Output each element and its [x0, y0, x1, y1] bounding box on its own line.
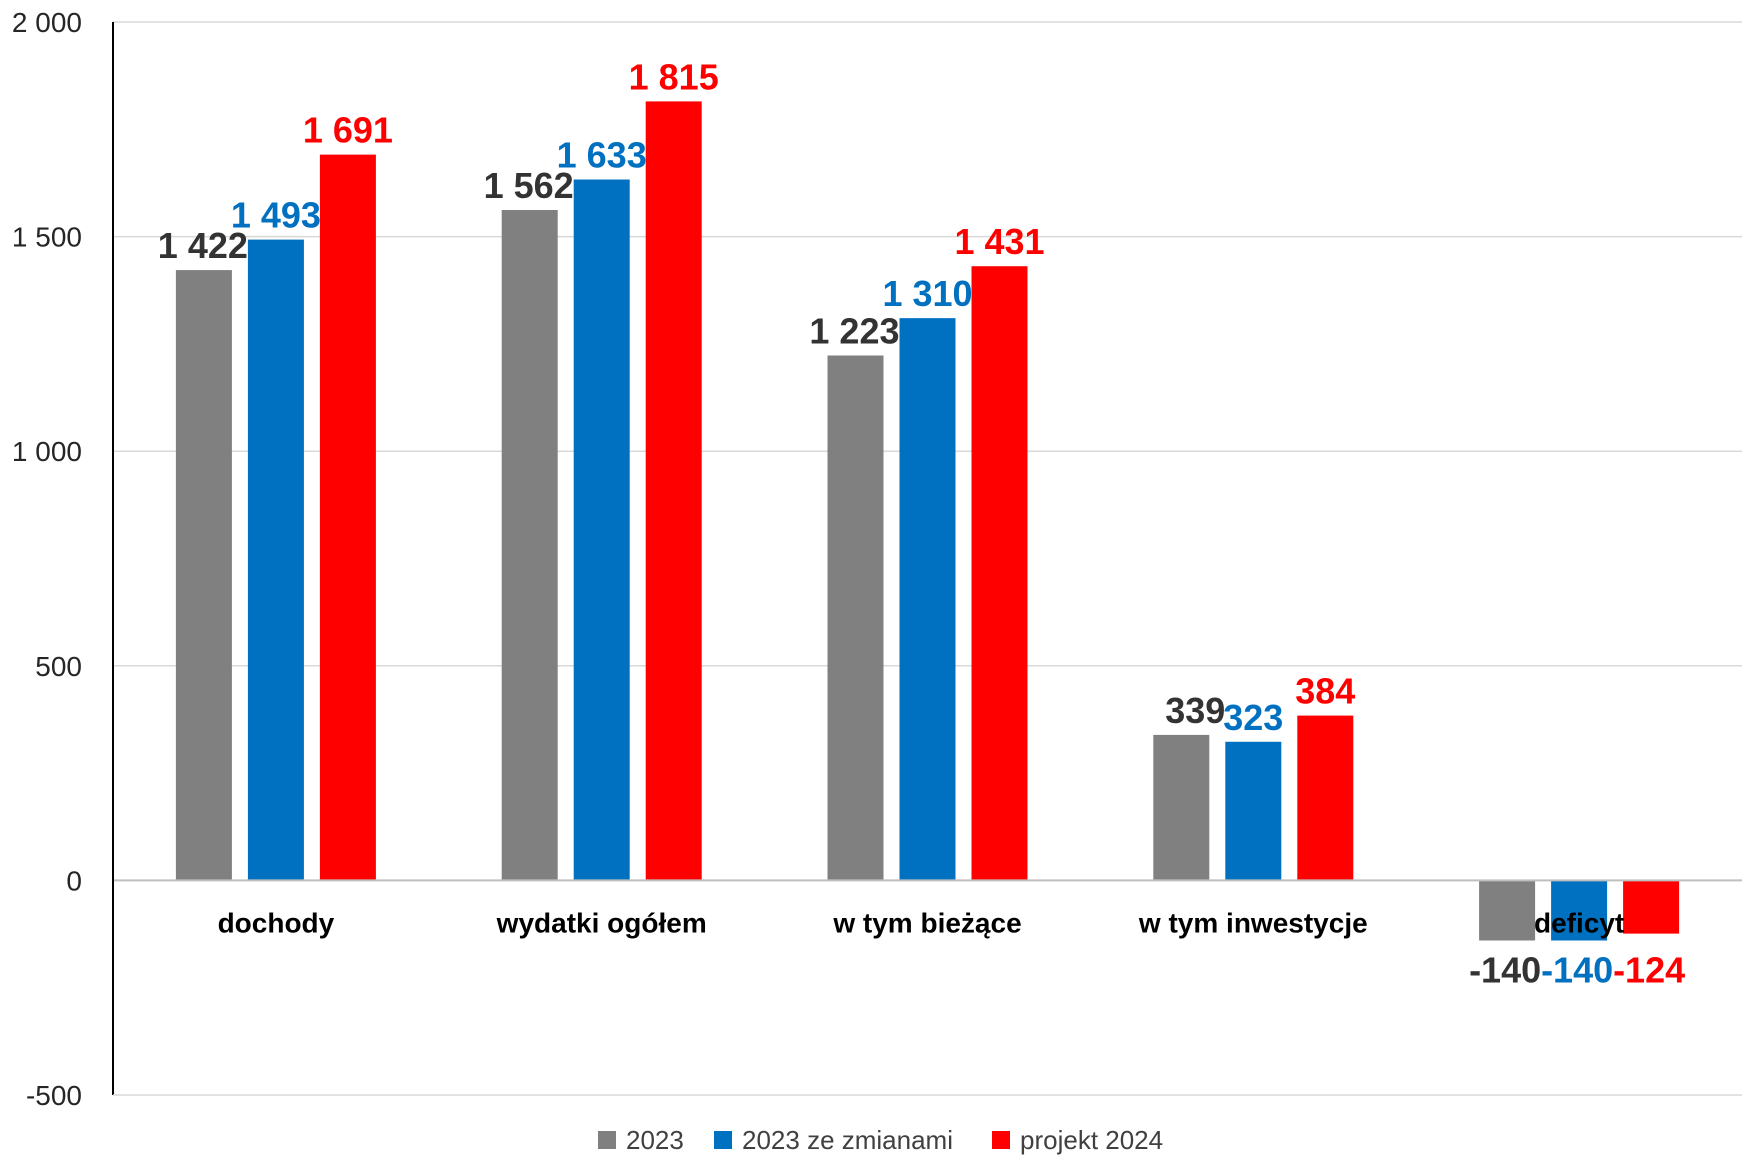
bar-2023-w-tym-inwestycje [1153, 734, 1210, 881]
category-label-wydatki-ogolem: wydatki ogółem [496, 907, 707, 938]
y-tick-label: 2 000 [12, 7, 82, 38]
y-tick-label: 0 [66, 865, 82, 896]
bar-2023-ze-zmianami-w-tym-inwestycje [1225, 741, 1282, 881]
legend-label-projekt-2024: projekt 2024 [1020, 1125, 1163, 1155]
y-axis-ticks: 2 000 1 500 1 000 500 0 -500 [12, 7, 82, 1111]
y-tick-label: 500 [35, 651, 82, 682]
data-label-2023-dochody: 1 422 [158, 225, 248, 266]
data-label-projekt-2024-deficyt: -124 [1613, 949, 1685, 990]
legend-label-2023: 2023 [626, 1125, 684, 1155]
data-label-2023-w-tym-biezace: 1 223 [809, 310, 899, 351]
bar-2023-wydatki-ogolem [501, 209, 558, 881]
legend-swatch-projekt-2024 [992, 1131, 1010, 1149]
y-tick-label: 1 000 [12, 436, 82, 467]
legend-label-2023-ze-zmianami: 2023 ze zmianami [742, 1125, 953, 1155]
bar-2023-ze-zmianami-deficyt [1551, 880, 1608, 941]
legend-swatch-2023 [598, 1131, 616, 1149]
bar-2023-deficyt [1479, 880, 1536, 941]
data-label-projekt-2024-dochody: 1 691 [303, 110, 393, 151]
data-label-2023-w-tym-inwestycje: 339 [1165, 690, 1225, 731]
data-label-2023-ze-zmianami-wydatki-ogolem: 1 633 [557, 135, 647, 176]
data-label-2023-wydatki-ogolem: 1 562 [484, 165, 574, 206]
bar-projekt-2024-deficyt [1623, 880, 1680, 934]
data-label-2023-ze-zmianami-deficyt: -140 [1541, 949, 1613, 990]
y-tick-label: 1 500 [12, 222, 82, 253]
bars [175, 101, 1680, 941]
data-label-2023-ze-zmianami-w-tym-inwestycje: 323 [1223, 697, 1283, 738]
data-label-2023-deficyt: -140 [1469, 949, 1541, 990]
category-label-w-tym-inwestycje: w tym inwestycje [1138, 907, 1368, 938]
bar-projekt-2024-wydatki-ogolem [645, 101, 702, 881]
bar-projekt-2024-w-tym-biezace [971, 266, 1028, 881]
category-label-deficyt: deficyt [1534, 907, 1624, 938]
bar-projekt-2024-w-tym-inwestycje [1297, 715, 1354, 881]
data-label-2023-ze-zmianami-dochody: 1 493 [231, 195, 321, 236]
axes [112, 22, 1742, 1096]
category-labels: dochody wydatki ogółem w tym bieżące w tym … [218, 907, 1625, 938]
data-label-projekt-2024-wydatki-ogolem: 1 815 [629, 56, 719, 97]
bar-2023-dochody [175, 270, 232, 881]
data-label-projekt-2024-w-tym-inwestycje: 384 [1295, 671, 1355, 712]
legend: 2023 2023 ze zmianami projekt 2024 [598, 1125, 1163, 1155]
y-tick-label: -500 [26, 1080, 82, 1111]
bar-2023-ze-zmianami-w-tym-biezace [899, 318, 956, 881]
bar-2023-w-tym-biezace [827, 355, 884, 881]
legend-swatch-2023-ze-zmianami [714, 1131, 732, 1149]
data-label-2023-ze-zmianami-w-tym-biezace: 1 310 [882, 273, 972, 314]
bar-projekt-2024-dochody [319, 154, 376, 881]
bar-2023-ze-zmianami-dochody [247, 239, 304, 881]
data-label-projekt-2024-w-tym-biezace: 1 431 [954, 221, 1044, 262]
bar-2023-ze-zmianami-wydatki-ogolem [573, 179, 630, 881]
category-label-w-tym-biezace: w tym bieżące [832, 907, 1021, 938]
category-label-dochody: dochody [218, 907, 335, 938]
